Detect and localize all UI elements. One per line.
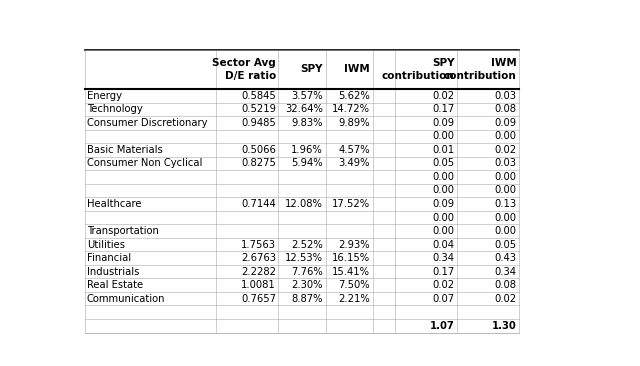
Text: 2.21%: 2.21% <box>339 294 370 304</box>
Text: SPY: SPY <box>301 64 323 74</box>
Text: 1.07: 1.07 <box>429 321 454 331</box>
Text: 0.02: 0.02 <box>433 280 454 290</box>
Text: Financial: Financial <box>87 253 131 263</box>
Text: 9.89%: 9.89% <box>339 118 370 128</box>
Text: 0.8275: 0.8275 <box>241 158 276 168</box>
Text: 1.7563: 1.7563 <box>241 240 276 250</box>
Text: 3.49%: 3.49% <box>339 158 370 168</box>
Text: 7.76%: 7.76% <box>291 266 323 277</box>
Text: 8.87%: 8.87% <box>292 294 323 304</box>
Text: 1.0081: 1.0081 <box>241 280 276 290</box>
Text: 0.5845: 0.5845 <box>241 91 276 101</box>
Text: 0.7144: 0.7144 <box>241 199 276 209</box>
Text: Utilities: Utilities <box>87 240 125 250</box>
Text: 15.41%: 15.41% <box>332 266 370 277</box>
Text: 0.05: 0.05 <box>433 158 454 168</box>
Text: 1.30: 1.30 <box>492 321 516 331</box>
Text: 2.93%: 2.93% <box>339 240 370 250</box>
Text: Consumer Discretionary: Consumer Discretionary <box>87 118 207 128</box>
Text: 0.03: 0.03 <box>495 158 516 168</box>
Text: 0.02: 0.02 <box>433 91 454 101</box>
Text: SPY
contribution: SPY contribution <box>381 58 454 81</box>
Text: 7.50%: 7.50% <box>339 280 370 290</box>
Text: 2.30%: 2.30% <box>292 280 323 290</box>
Text: IWM
contribution: IWM contribution <box>444 58 516 81</box>
Text: 12.53%: 12.53% <box>285 253 323 263</box>
Text: Communication: Communication <box>87 294 166 304</box>
Text: 2.52%: 2.52% <box>291 240 323 250</box>
Text: Real Estate: Real Estate <box>87 280 143 290</box>
Text: 12.08%: 12.08% <box>285 199 323 209</box>
Text: 5.62%: 5.62% <box>339 91 370 101</box>
Text: 0.00: 0.00 <box>495 186 516 195</box>
Text: 4.57%: 4.57% <box>339 145 370 155</box>
Text: 0.00: 0.00 <box>433 172 454 182</box>
Text: 0.43: 0.43 <box>495 253 516 263</box>
Text: 0.03: 0.03 <box>495 91 516 101</box>
Text: 2.6763: 2.6763 <box>241 253 276 263</box>
Text: 0.09: 0.09 <box>494 118 516 128</box>
Text: 0.13: 0.13 <box>494 199 516 209</box>
Text: 16.15%: 16.15% <box>332 253 370 263</box>
Text: Sector Avg
D/E ratio: Sector Avg D/E ratio <box>212 58 276 81</box>
Text: IWM: IWM <box>344 64 370 74</box>
Text: Consumer Non Cyclical: Consumer Non Cyclical <box>87 158 202 168</box>
Text: 0.04: 0.04 <box>433 240 454 250</box>
Text: 14.72%: 14.72% <box>332 104 370 114</box>
Text: 0.34: 0.34 <box>495 266 516 277</box>
Text: 0.05: 0.05 <box>494 240 516 250</box>
Text: 0.02: 0.02 <box>494 145 516 155</box>
Text: 2.2282: 2.2282 <box>241 266 276 277</box>
Text: 1.96%: 1.96% <box>291 145 323 155</box>
Text: 0.07: 0.07 <box>433 294 454 304</box>
Text: 0.09: 0.09 <box>433 199 454 209</box>
Text: 0.00: 0.00 <box>433 213 454 223</box>
Text: 3.57%: 3.57% <box>291 91 323 101</box>
Text: Basic Materials: Basic Materials <box>87 145 163 155</box>
Text: 0.00: 0.00 <box>433 186 454 195</box>
Text: 0.08: 0.08 <box>495 104 516 114</box>
Text: 0.17: 0.17 <box>432 266 454 277</box>
Text: 0.7657: 0.7657 <box>241 294 276 304</box>
Text: 0.9485: 0.9485 <box>241 118 276 128</box>
Text: 0.02: 0.02 <box>494 294 516 304</box>
Text: 0.5219: 0.5219 <box>241 104 276 114</box>
Text: 0.09: 0.09 <box>433 118 454 128</box>
Text: 17.52%: 17.52% <box>332 199 370 209</box>
Text: 5.94%: 5.94% <box>291 158 323 168</box>
Text: 0.01: 0.01 <box>433 145 454 155</box>
Text: 0.00: 0.00 <box>433 226 454 236</box>
Text: 0.34: 0.34 <box>433 253 454 263</box>
Text: Healthcare: Healthcare <box>87 199 141 209</box>
Text: Transportation: Transportation <box>87 226 159 236</box>
Text: 32.64%: 32.64% <box>285 104 323 114</box>
Text: 0.5066: 0.5066 <box>241 145 276 155</box>
Text: 0.00: 0.00 <box>495 172 516 182</box>
Text: 0.00: 0.00 <box>495 131 516 141</box>
Text: 0.00: 0.00 <box>495 226 516 236</box>
Text: 0.08: 0.08 <box>495 280 516 290</box>
Text: 0.00: 0.00 <box>495 213 516 223</box>
Text: Technology: Technology <box>87 104 143 114</box>
Text: Industrials: Industrials <box>87 266 140 277</box>
Text: 0.00: 0.00 <box>433 131 454 141</box>
Text: 9.83%: 9.83% <box>292 118 323 128</box>
Text: 0.17: 0.17 <box>432 104 454 114</box>
Text: Energy: Energy <box>87 91 122 101</box>
